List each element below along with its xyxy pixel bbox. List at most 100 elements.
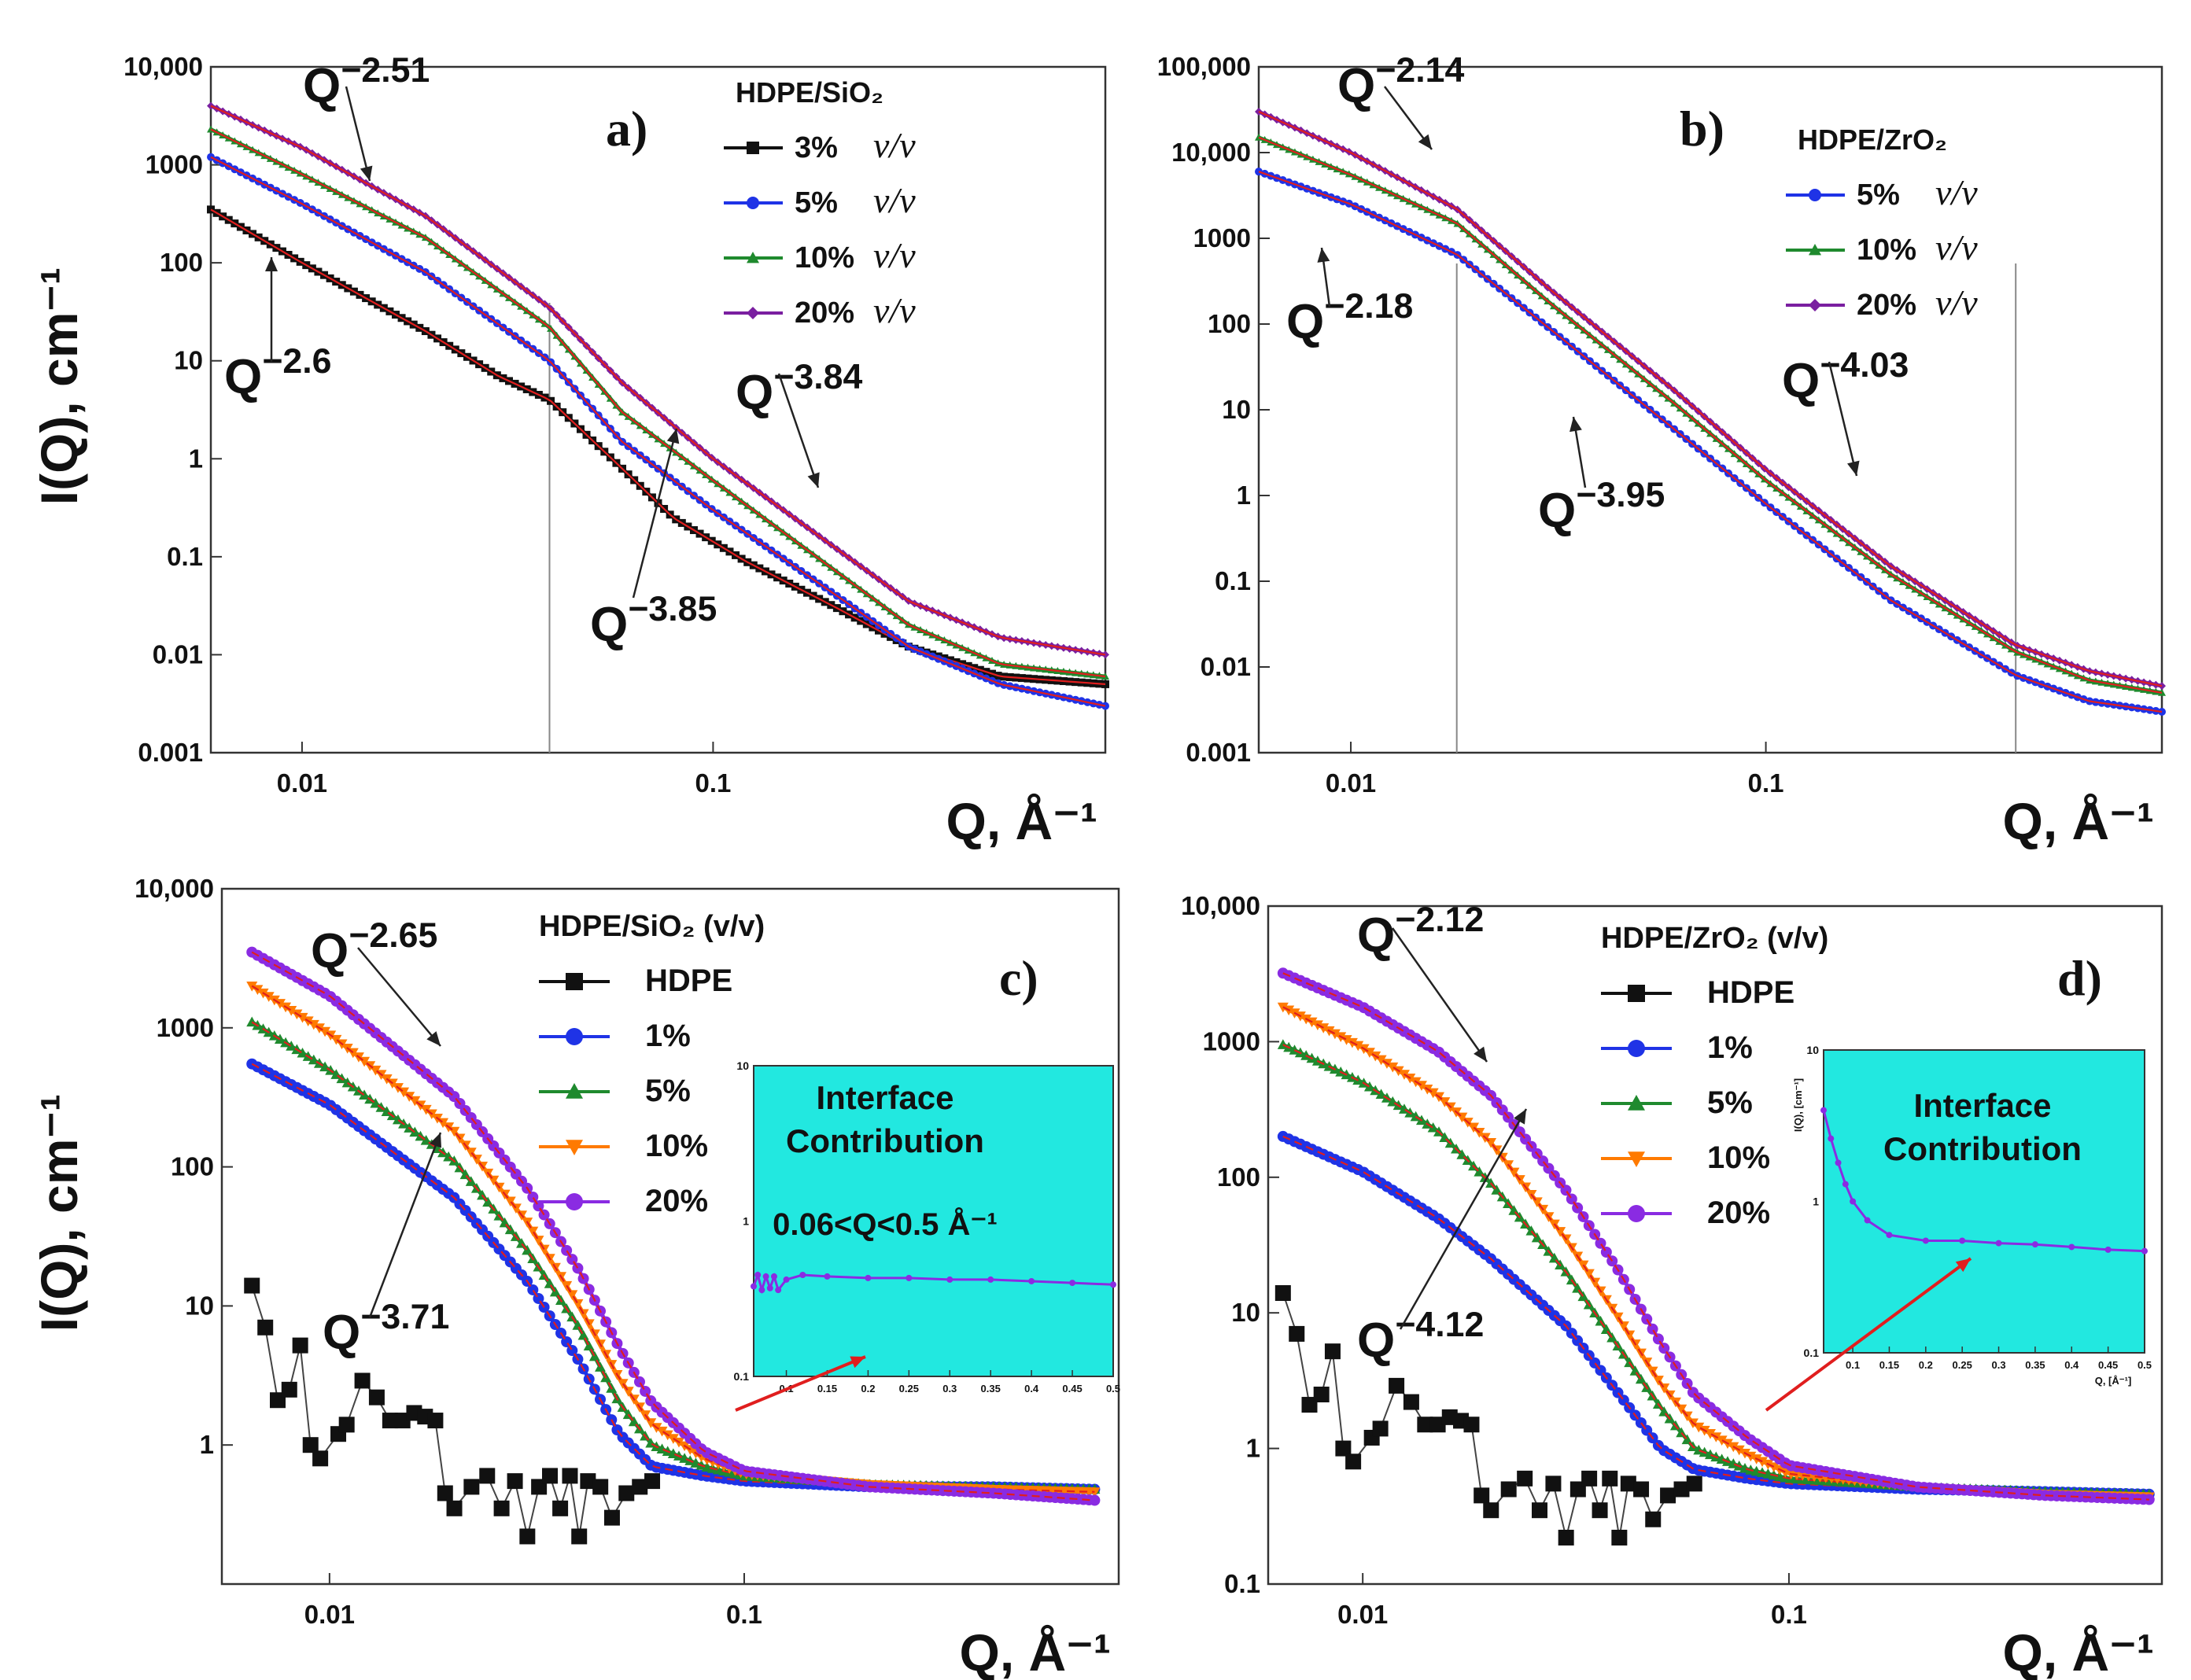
annotation-exponent: −3.84 (773, 358, 862, 396)
data-point (257, 1319, 274, 1336)
data-point (588, 1350, 600, 1361)
annotation-base: Q (1357, 1313, 1395, 1368)
y-tick-label: 100 (1208, 309, 1251, 338)
y-tick-label: 10,000 (124, 52, 203, 81)
inset-x-tick-label: 0.35 (2025, 1359, 2045, 1371)
legend-item: 10% v/v (1786, 227, 1978, 267)
data-point (1089, 1494, 1101, 1506)
data-point (542, 1468, 559, 1484)
inset-x-tick-label: 0.15 (817, 1383, 837, 1394)
data-point (1583, 1269, 1595, 1280)
data-point (437, 1485, 453, 1501)
inset-pointer-arrow (735, 1355, 866, 1412)
legend-swatch-marker (566, 973, 583, 990)
data-point (1704, 1429, 1716, 1439)
inset-data-point (1922, 1237, 1929, 1244)
y-tick-label: 1000 (157, 1013, 214, 1042)
inset-data-point (1110, 1281, 1116, 1288)
inset-frame (1823, 1049, 2145, 1354)
data-point (1652, 1376, 1664, 1386)
data-point (580, 1473, 596, 1490)
data-point (207, 205, 215, 214)
inset-data-point (1850, 1198, 1857, 1205)
inset-x-tick-label: 0.3 (1992, 1359, 2006, 1371)
panel-label: c) (999, 950, 1038, 1006)
inset-x-tick-label: 0.1 (1846, 1359, 1860, 1371)
legend-label: 20% (645, 1184, 708, 1218)
legend-label: 10% (795, 241, 854, 274)
data-point (656, 1426, 668, 1437)
legend-units: v/v (1935, 282, 1978, 322)
data-point (1335, 1440, 1352, 1457)
inset-x-tick-label: 0.4 (1024, 1383, 1039, 1394)
data-point (1525, 1225, 1537, 1236)
series-20pct (1255, 107, 2166, 691)
data-point (1500, 1481, 1517, 1498)
inset-data-point (754, 1271, 762, 1278)
x-tick-label: 0.01 (1337, 1600, 1388, 1629)
data-point (533, 1236, 544, 1246)
data-point (538, 1244, 550, 1255)
legend: HDPE/SiO₂ (v/v) HDPE 1% 5% 10% 20% (539, 910, 765, 1218)
legend-item: 5% v/v (1786, 172, 1978, 212)
series-20pct (1277, 967, 2155, 1505)
data-point (527, 1191, 539, 1203)
inset-data-point (2104, 1246, 2112, 1253)
annotation-arrow (1317, 247, 1331, 308)
legend-units: v/v (1935, 172, 1978, 212)
legend-swatch-marker (1628, 985, 1645, 1002)
data-point (504, 1196, 516, 1207)
y-tick-label: 10 (1222, 395, 1251, 424)
data-point (338, 1417, 355, 1433)
y-tick-label: 1 (1237, 481, 1251, 510)
legend-item: 10% (539, 1129, 708, 1163)
legend-item: 10% (1601, 1140, 1770, 1175)
data-point (1463, 1417, 1480, 1433)
legend-item: 10% v/v (724, 235, 916, 275)
inset-plot: 0.1 1 10 0.1 0.15 0.2 0.25 0.3 0.35 0.4 0.45 0.5 Int… (1765, 1044, 2152, 1412)
legend-label: 5% (1707, 1085, 1753, 1120)
data-point (1429, 1417, 1446, 1433)
data-point (281, 1381, 297, 1398)
y-tick-label: 10,000 (1171, 138, 1251, 167)
data-point (1324, 1343, 1341, 1360)
data-point (1301, 1397, 1318, 1413)
data-point (1345, 1453, 1362, 1470)
inset-data-point (758, 1287, 765, 1294)
chart-panel-a: 0.001 0.01 0.1 1 10 100 1000 10,000 0.01 0.1 Q, Å⁻… (30, 51, 1109, 850)
power-law-annotation: Q −2.12 (1357, 901, 1484, 963)
legend-label: 5% (1857, 179, 1900, 212)
data-point (1686, 1476, 1702, 1492)
series-3pct (207, 205, 1109, 688)
annotation-arrow (1384, 86, 1433, 150)
inset-y-axis-label: I(Q), [cm⁻¹] (1792, 1078, 1804, 1132)
inset-data-point (1995, 1240, 2002, 1247)
legend-units: v/v (873, 290, 916, 330)
data-point (572, 1320, 584, 1330)
data-point (330, 1034, 342, 1045)
data-point (1558, 1529, 1574, 1546)
data-point (1555, 1227, 1566, 1237)
data-point (1403, 1394, 1419, 1410)
data-point (622, 1409, 634, 1420)
data-point (1531, 1502, 1547, 1519)
data-point (628, 1416, 640, 1427)
data-point (645, 1418, 657, 1428)
data-point (1658, 1383, 1670, 1394)
legend-label: 10% (1707, 1140, 1770, 1175)
annotation-exponent: −3.85 (628, 590, 717, 628)
legend-item: 20% (539, 1184, 708, 1218)
inset-data-point (799, 1271, 806, 1278)
legend-item: 3% v/v (724, 125, 916, 165)
data-point (470, 1155, 482, 1165)
y-tick-label: 0.1 (1215, 566, 1251, 595)
fit-line (210, 128, 1106, 678)
legend-item: 20% v/v (1786, 282, 1978, 322)
legend-item: 20% (1601, 1196, 1770, 1230)
legend-label: 20% (795, 297, 854, 330)
y-tick-label: 10 (174, 346, 203, 375)
data-point (1676, 1427, 1688, 1438)
y-tick-label: 100 (1217, 1162, 1260, 1192)
inset-data-point (865, 1274, 872, 1281)
chart-panel-c: 1 10 100 1000 10,000 0.01 0.1 Q, Å⁻¹ I(Q), cm⁻¹ c… (30, 874, 1120, 1680)
